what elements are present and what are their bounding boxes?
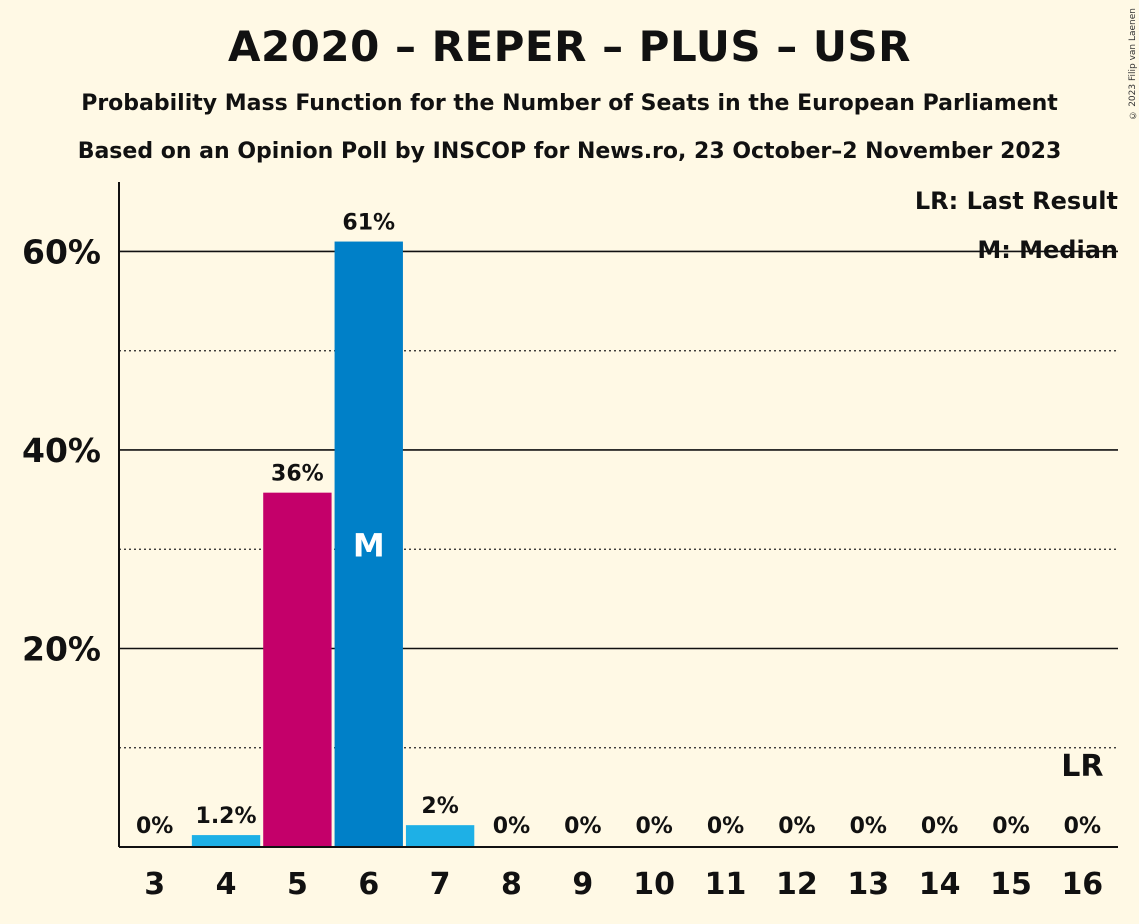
value-label-bg xyxy=(190,799,263,830)
x-tick-label: 6 xyxy=(358,867,379,902)
x-tick-label: 16 xyxy=(1061,867,1103,902)
value-label: 0% xyxy=(493,814,530,839)
legend: LR: Last Result M: Median xyxy=(915,187,1118,264)
legend-entry: LR: Last Result xyxy=(915,187,1118,215)
chart-subtitle: Probability Mass Function for the Number… xyxy=(81,91,1058,116)
value-label-bg xyxy=(261,456,334,487)
value-label: 0% xyxy=(778,814,815,839)
bar-seats-4 xyxy=(191,835,261,847)
value-label: 1.2% xyxy=(196,804,257,829)
value-label-bg xyxy=(404,789,477,820)
bar-seats-5 xyxy=(263,492,332,847)
labels: 20% 40% 60% 0% 3 1.2% 4 36% 5 61% 6 M 2% 7 0% 8 0% 9 0% 10 0… xyxy=(22,211,1103,902)
axes xyxy=(118,182,1118,848)
legend-entry: M: Median xyxy=(977,236,1118,264)
median-marker: M xyxy=(353,526,385,564)
value-label: 36% xyxy=(271,462,324,487)
y-tick-label: 20% xyxy=(22,629,101,668)
x-tick-label: 11 xyxy=(705,867,747,902)
bar-seats-7 xyxy=(405,825,475,847)
x-tick-label: 14 xyxy=(919,867,961,902)
x-tick-label: 9 xyxy=(572,867,593,902)
x-tick-label: 13 xyxy=(847,867,889,902)
bars xyxy=(190,205,477,847)
bar-seats-6 xyxy=(334,241,403,847)
x-tick-label: 15 xyxy=(990,867,1032,902)
value-label: 0% xyxy=(921,814,958,839)
value-label: 0% xyxy=(136,814,173,839)
value-label-bg xyxy=(332,205,405,236)
value-label: 0% xyxy=(850,814,887,839)
value-label: 0% xyxy=(1064,814,1101,839)
value-label: 0% xyxy=(564,814,601,839)
value-label: 0% xyxy=(707,814,744,839)
value-label: 0% xyxy=(992,814,1029,839)
x-tick-label: 12 xyxy=(776,867,818,902)
x-tick-label: 8 xyxy=(501,867,522,902)
value-label: 61% xyxy=(342,211,395,236)
y-tick-label: 60% xyxy=(22,232,101,271)
x-tick-label: 4 xyxy=(216,867,237,902)
chart-subtitle-source: Based on an Opinion Poll by INSCOP for N… xyxy=(77,139,1062,164)
y-tick-label: 40% xyxy=(22,431,101,470)
value-label: 2% xyxy=(421,794,458,819)
value-label: 0% xyxy=(635,814,672,839)
x-tick-label: 10 xyxy=(633,867,675,902)
x-tick-label: 5 xyxy=(287,867,308,902)
last-result-marker: LR xyxy=(1061,749,1103,784)
x-tick-label: 3 xyxy=(144,867,165,902)
chart-title: A2020 – REPER – PLUS – USR xyxy=(227,22,912,71)
x-tick-label: 7 xyxy=(430,867,451,902)
